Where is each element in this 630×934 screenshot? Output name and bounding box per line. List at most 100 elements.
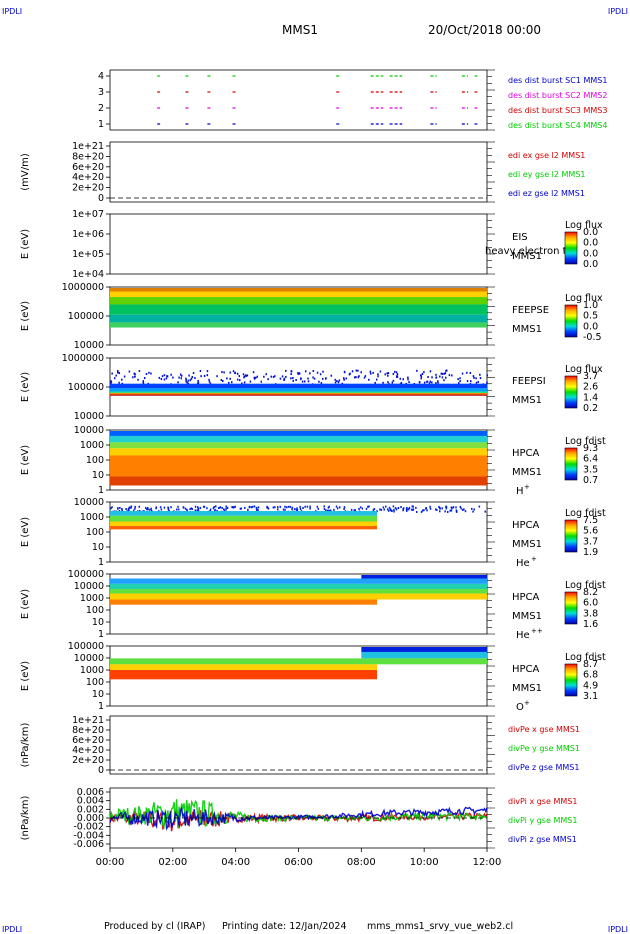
spectrogram-pixel (199, 507, 202, 510)
colorbar-title: Log fdist (565, 652, 606, 663)
instrument-label: HPCA (512, 664, 540, 675)
spectrogram-pixel (420, 374, 422, 377)
y-tick-label: 100000 (68, 569, 104, 580)
y-tick-label: 10 (92, 542, 104, 553)
spectrogram-pixel (307, 377, 309, 380)
spectrogram-pixel (393, 510, 395, 513)
spectrogram-pixel (178, 376, 180, 379)
legend-entry: edi ex gse l2 MMS1 (508, 151, 585, 160)
spectrogram-pixel (377, 375, 379, 378)
y-axis-label: E (eV) (20, 589, 31, 619)
spectrogram-pixel (475, 381, 478, 384)
species-label: He (516, 630, 530, 641)
spectrogram-pixel (312, 376, 314, 379)
spectrogram-pixel (405, 508, 408, 511)
colorbar-tick-label: 3.1 (583, 691, 598, 702)
spectrogram-band (110, 583, 487, 589)
spectrogram-pixel (473, 376, 475, 379)
spectrogram-pixel (279, 377, 282, 380)
colorbar-tick-label: 3.8 (583, 608, 598, 619)
spectrogram-pixel (354, 509, 357, 512)
panel-burst: 4 3 2 1 des dist burst SC1 MMS1 des dist burs… (98, 69, 607, 131)
spectrogram-pixel (242, 373, 245, 376)
spectrogram-pixel (117, 507, 119, 510)
legend-entry: edi ey gse l2 MMS1 (508, 170, 586, 179)
colorbar-tick-label: 7.5 (583, 515, 598, 526)
spectrogram-pixel (123, 375, 126, 378)
spectrogram-band (110, 599, 378, 605)
spectrogram-pixel (343, 377, 345, 380)
spectrogram-pixel (369, 370, 372, 373)
spectrogram-pixel (309, 372, 311, 375)
spectrogram-pixel (148, 371, 150, 374)
spectrogram-pixel (226, 506, 229, 509)
spectrogram-pixel (349, 372, 351, 375)
spectrogram-pixel (312, 370, 315, 373)
spectrogram-pixel (328, 505, 330, 508)
spectrogram-band (110, 431, 487, 436)
spectrogram-pixel (244, 374, 247, 377)
spectrogram-pixel (469, 371, 472, 374)
colorbar-tick-label: 0.0 (583, 259, 598, 270)
spectrogram-pixel (145, 506, 147, 509)
spectrogram-pixel (408, 506, 411, 509)
instrument-label: FEEPSI (512, 376, 546, 387)
panel-hpca_he1: E (eV) 10000 1000 100 10 1 HPCA MMS1 He + Log fdis… (20, 497, 606, 569)
footer-printed: Printing date: 12/Jan/2024 (222, 921, 347, 932)
spectrogram-pixel (187, 379, 190, 382)
species-label: He (516, 558, 530, 569)
spectrogram-pixel (410, 508, 413, 511)
spectrogram-pixel (365, 507, 368, 510)
x-tick-label: 10:00 (410, 857, 439, 868)
colorbar (564, 447, 578, 481)
spectrogram-pixel (429, 507, 432, 510)
y-tick-label: -0.002 (73, 822, 104, 833)
spectrogram-pixel (260, 380, 263, 383)
spectrogram-pixel (246, 374, 249, 377)
spectrogram-pixel (150, 509, 153, 512)
spectrogram-pixel (418, 381, 421, 384)
spectrogram-pixel (263, 375, 265, 378)
spectrogram-pixel (423, 371, 425, 374)
spectrogram-pixel (441, 507, 443, 510)
spectrogram-pixel (276, 508, 279, 511)
spectrogram-pixel (190, 507, 193, 510)
spectrogram-pixel (386, 372, 388, 375)
spectrogram-pixel (190, 377, 193, 380)
spectrogram-pixel (297, 372, 299, 375)
spectrogram-pixel (133, 372, 136, 375)
spectrogram-pixel (185, 380, 187, 383)
species-charge-label: + (524, 699, 530, 707)
spectrogram-pixel (478, 505, 481, 508)
spectrogram-pixel (479, 373, 481, 376)
spectrogram-pixel (276, 505, 279, 508)
spectrogram-pixel (306, 505, 309, 508)
spectrogram-pixel (294, 508, 296, 511)
spectrogram-pixel (429, 370, 432, 373)
y-tick-label: 1 (98, 119, 104, 130)
spectrogram-pixel (445, 376, 447, 379)
panel-feepsi: E (eV) 1000000 100000 10000 FEEPSI MMS1 Log fl… (20, 353, 603, 422)
spectrogram-pixel (234, 372, 236, 375)
panel-hpca_h: E (eV) 10000 1000 100 10 1 HPCA MMS1 H + Log fdist… (20, 425, 606, 497)
spectrogram-pixel (459, 380, 461, 383)
y-tick-label: 1 (98, 557, 104, 568)
spectrogram-pixel (149, 508, 151, 511)
spectrogram-pixel (387, 372, 390, 375)
spectrogram-pixel (241, 382, 243, 385)
spectrogram-pixel (206, 374, 209, 377)
spectrogram-pixel (125, 508, 127, 511)
footer-produced: Produced by cl (IRAP) (104, 921, 205, 932)
spectrogram-pixel (425, 507, 427, 510)
spectrogram-pixel (220, 378, 223, 381)
y-tick-label: 6e+20 (72, 162, 104, 173)
spectrogram-pixel (343, 370, 346, 373)
spectrogram-pixel (358, 375, 360, 378)
spectrogram-pixel (185, 377, 187, 380)
y-tick-label: 1e+21 (72, 141, 104, 152)
spectrogram-band (110, 593, 487, 600)
y-tick-label: 100000 (68, 641, 104, 652)
spectrogram-pixel (194, 505, 197, 508)
spectrogram-pixel (145, 372, 148, 375)
y-tick-label: 4e+20 (72, 745, 104, 756)
